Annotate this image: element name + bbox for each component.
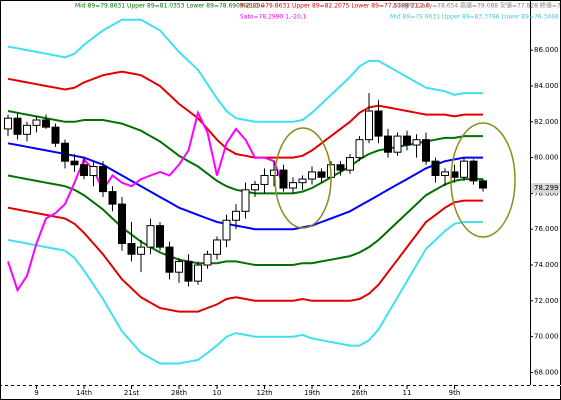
x-tick-label: 10: [213, 389, 222, 397]
candle-body: [61, 142, 69, 162]
candle-body: [118, 203, 126, 245]
x-tick-label: 21st: [124, 389, 140, 397]
candle-body: [251, 183, 259, 191]
candle-body: [222, 219, 231, 241]
candle-body: [213, 239, 221, 255]
y-tick-label: 68.000: [534, 368, 559, 376]
indicator-label: Mid 89=79.8631 Upper 89=82.2075 Lower 89…: [240, 3, 430, 10]
candle-body: [469, 160, 478, 182]
candle-body: [146, 225, 155, 248]
indicator-line: [7, 109, 285, 293]
candle-body: [99, 166, 107, 193]
candle-body: [384, 135, 392, 153]
candle-body: [346, 157, 354, 171]
candle-body: [260, 174, 269, 185]
x-tick-label: 19th: [304, 389, 320, 397]
price-marker-box: [531, 183, 560, 194]
y-tick-label: 70.000: [534, 333, 559, 341]
indicator-line: [7, 199, 483, 313]
y-tick-label: 82.000: [534, 118, 559, 126]
indicator-line: [7, 18, 483, 123]
candle-body: [23, 124, 31, 135]
indicator-label: AUDJPY,Daily=78.654 高値=79.088 安値=77.828 …: [393, 2, 561, 10]
candle-body: [289, 182, 297, 189]
indicator-line: [7, 174, 483, 266]
x-tick-label: 9: [34, 389, 38, 397]
candle-body: [194, 264, 202, 282]
candle-body: [412, 139, 421, 146]
candle-body: [13, 117, 22, 135]
candle-body: [308, 171, 316, 180]
indicator-label: Sato=78.2990 1,-20,1: [240, 14, 307, 21]
candle-body: [70, 160, 79, 166]
candle-body: [165, 246, 174, 273]
x-tick-label: 26th: [351, 389, 367, 397]
candle-body: [89, 166, 98, 176]
candle-body: [108, 191, 117, 205]
candle-body: [51, 126, 60, 144]
indicator-line: [7, 142, 483, 231]
candle-body: [137, 246, 145, 255]
candle-body: [42, 119, 50, 128]
y-tick-label: 76.000: [534, 225, 559, 233]
candle-body: [232, 210, 240, 221]
x-tick-label: 12th: [256, 389, 272, 397]
candle-body: [403, 135, 411, 146]
x-tick-label: 14th: [76, 389, 92, 397]
candle-body: [298, 178, 307, 184]
candle-body: [80, 164, 88, 176]
y-tick-label: 84.000: [534, 82, 559, 90]
candle-body: [32, 119, 41, 126]
candle-body: [175, 260, 183, 273]
candle-body: [365, 110, 373, 141]
candle-body: [479, 180, 487, 189]
x-tick-label: 28th: [171, 389, 187, 397]
indicator-label: Mid 89=79.8631 Upper 89=81.0353 Lower 89…: [75, 3, 265, 10]
candle-body: [393, 135, 402, 153]
indicator-line: [7, 221, 483, 365]
x-tick-label: 11: [403, 389, 412, 397]
candle-body: [336, 164, 345, 171]
candle-body: [279, 169, 288, 189]
candle-body: [450, 171, 459, 178]
y-tick-label: 78.000: [534, 189, 559, 197]
y-tick-label: 72.000: [534, 297, 559, 305]
plot-area: [4, 18, 487, 365]
candle-body: [441, 171, 449, 176]
candle-body: [431, 160, 440, 176]
annotation-ellipse: [274, 127, 332, 229]
x-tick-label: 9th: [449, 389, 461, 397]
indicator-label: Mid 89=79.8631 Upper 89=83.3796 Lower 89…: [390, 14, 561, 21]
y-tick-label: 80.000: [534, 154, 559, 162]
candle-body: [184, 260, 193, 282]
y-tick-label: 86.000: [534, 46, 559, 54]
y-tick-label: 74.000: [534, 261, 559, 269]
candle-body: [241, 189, 250, 212]
candle-body: [317, 171, 326, 178]
annotation-ellipse: [450, 122, 516, 238]
indicator-line: [7, 70, 483, 159]
candle-body: [355, 139, 364, 159]
candle-body: [203, 253, 212, 266]
candle-body: [460, 160, 468, 178]
candle-body: [156, 225, 164, 248]
candle-body: [127, 243, 136, 255]
price-marker-label: 78.299: [534, 184, 559, 192]
candle-body: [374, 110, 383, 137]
candle-body: [422, 139, 430, 162]
candle-body: [4, 117, 12, 130]
candle-body: [270, 169, 278, 176]
